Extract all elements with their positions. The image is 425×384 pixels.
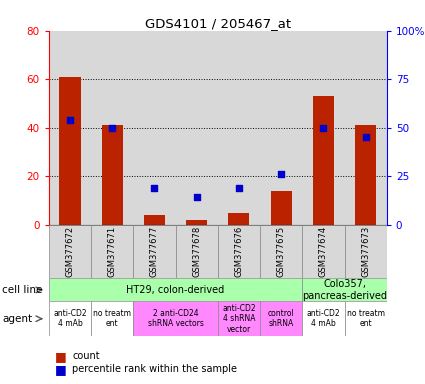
Text: ■: ■: [55, 363, 67, 376]
Bar: [345, 301, 387, 336]
Bar: [91, 31, 133, 225]
Bar: [302, 31, 345, 225]
Bar: [49, 301, 91, 336]
Text: GSM377673: GSM377673: [361, 226, 370, 277]
Point: [67, 117, 74, 123]
Bar: [186, 220, 207, 225]
Text: HT29, colon-derived: HT29, colon-derived: [127, 285, 225, 295]
Bar: [260, 31, 302, 225]
Bar: [49, 278, 302, 301]
Point: [278, 171, 285, 177]
Point: [362, 134, 369, 141]
Bar: [345, 31, 387, 225]
Bar: [355, 125, 376, 225]
Point: [320, 125, 327, 131]
Text: percentile rank within the sample: percentile rank within the sample: [72, 364, 237, 374]
Bar: [176, 31, 218, 225]
Bar: [133, 225, 176, 278]
Text: GSM377676: GSM377676: [235, 226, 244, 277]
Bar: [345, 225, 387, 278]
Text: control
shRNA: control shRNA: [268, 309, 295, 328]
Point: [235, 185, 242, 191]
Bar: [302, 225, 345, 278]
Text: GSM377675: GSM377675: [277, 226, 286, 277]
Bar: [133, 31, 176, 225]
Title: GDS4101 / 205467_at: GDS4101 / 205467_at: [145, 17, 291, 30]
Bar: [133, 301, 218, 336]
Text: ■: ■: [55, 350, 67, 363]
Text: anti-CD2
4 mAb: anti-CD2 4 mAb: [53, 309, 87, 328]
Text: no treatm
ent: no treatm ent: [347, 309, 385, 328]
Text: Colo357,
pancreas-derived: Colo357, pancreas-derived: [302, 279, 387, 301]
Text: GSM377677: GSM377677: [150, 226, 159, 277]
Text: anti-CD2
4 shRNA
vector: anti-CD2 4 shRNA vector: [222, 304, 256, 334]
Bar: [218, 31, 260, 225]
Bar: [91, 301, 133, 336]
Bar: [260, 225, 302, 278]
Text: GSM377671: GSM377671: [108, 226, 117, 277]
Bar: [176, 225, 218, 278]
Bar: [218, 301, 260, 336]
Bar: [91, 225, 133, 278]
Bar: [260, 301, 302, 336]
Bar: [218, 225, 260, 278]
Text: cell line: cell line: [2, 285, 42, 295]
Text: anti-CD2
4 mAb: anti-CD2 4 mAb: [306, 309, 340, 328]
Bar: [102, 125, 123, 225]
Text: GSM377678: GSM377678: [192, 226, 201, 277]
Text: GSM377672: GSM377672: [65, 226, 74, 277]
Bar: [144, 215, 165, 225]
Bar: [49, 225, 91, 278]
Text: 2 anti-CD24
shRNA vectors: 2 anti-CD24 shRNA vectors: [147, 309, 204, 328]
Text: no treatm
ent: no treatm ent: [93, 309, 131, 328]
Text: count: count: [72, 351, 100, 361]
Bar: [60, 77, 81, 225]
Bar: [49, 31, 91, 225]
Point: [193, 194, 200, 200]
Bar: [271, 191, 292, 225]
Bar: [313, 96, 334, 225]
Point: [151, 185, 158, 191]
Bar: [302, 301, 345, 336]
Text: agent: agent: [2, 314, 32, 324]
Text: GSM377674: GSM377674: [319, 226, 328, 277]
Bar: [228, 212, 249, 225]
Point: [109, 125, 116, 131]
Bar: [302, 278, 387, 301]
